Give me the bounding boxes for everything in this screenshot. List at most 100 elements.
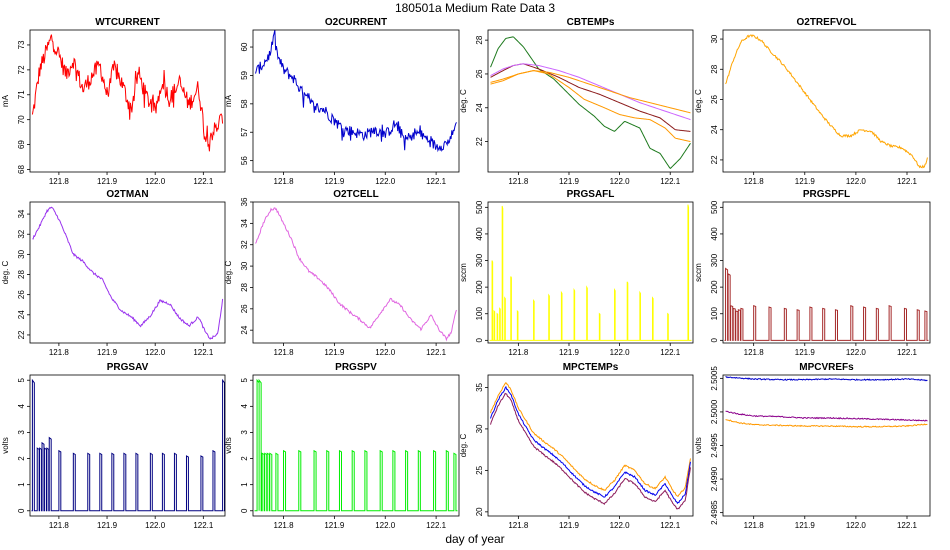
panel-prgspfl: PRGSPFL sccm 0 100 200 300 400 500 121.8 121.9 122… xyxy=(694,189,931,357)
data-line xyxy=(490,70,691,143)
y-tick-label: 68 xyxy=(17,165,26,174)
y-tick-label: 34 xyxy=(240,218,249,227)
data-line xyxy=(725,376,928,382)
y-tick-label: 35 xyxy=(475,382,484,391)
plot-frame xyxy=(252,29,460,173)
series-o2tcell xyxy=(255,207,457,342)
x-tick-label: 121.8 xyxy=(508,521,529,530)
y-tick-label: 60 xyxy=(240,42,249,51)
y-tick-label: 2 xyxy=(17,456,26,461)
x-tick-label: 122.0 xyxy=(846,348,867,357)
y-tick-label: 0 xyxy=(475,338,484,343)
y-tick-label: 20 xyxy=(475,507,484,516)
panel-o2tcell: O2TCELL deg. C 24 26 28 30 32 34 36 121.8 121.9 122… xyxy=(224,189,460,357)
x-tick-label: 121.8 xyxy=(49,348,70,357)
x-tick-label: 121.9 xyxy=(559,177,580,186)
series-prgsav xyxy=(31,378,226,512)
x-tick-label: 122.0 xyxy=(610,348,631,357)
y-tick-label: 30 xyxy=(710,34,719,43)
x-tick-label: 122.0 xyxy=(145,177,166,186)
x-tick-label: 121.9 xyxy=(324,177,345,186)
x-tick-label: 122.0 xyxy=(610,521,631,530)
y-tick-label: 5 xyxy=(17,377,26,382)
plot-frame xyxy=(29,201,226,344)
y-tick-label: 0 xyxy=(240,508,249,513)
y-tick-label: 2.5000 xyxy=(710,399,719,424)
data-line xyxy=(490,385,691,505)
y-tick-label: 69 xyxy=(17,140,26,149)
data-line xyxy=(490,63,691,121)
series-prgspfl xyxy=(724,267,929,341)
y-tick-label: 56 xyxy=(240,156,249,165)
y-axis-label: deg. C xyxy=(694,89,703,113)
x-tick-label: 121.9 xyxy=(97,521,118,530)
data-line xyxy=(489,204,692,341)
x-tick-label: 122.1 xyxy=(660,177,681,186)
panel-mpcvrefs: MPCVREFs volts 2.4985 2.4990 2.4995 2.5000 2.5… xyxy=(694,362,931,530)
plot-frame xyxy=(722,201,931,344)
panel-title: O2CURRENT xyxy=(325,17,387,28)
y-tick-label: 24 xyxy=(240,325,249,334)
x-tick-label: 122.0 xyxy=(375,348,396,357)
data-line xyxy=(490,381,691,497)
series-o2tman xyxy=(32,206,224,340)
plot-frame xyxy=(252,374,460,517)
y-tick-label: 2.4995 xyxy=(710,433,719,458)
y-tick-label: 22 xyxy=(17,330,26,339)
x-tick-label: 121.8 xyxy=(508,177,529,186)
series-wtcurrent xyxy=(31,34,224,152)
x-tick-label: 121.9 xyxy=(795,177,816,186)
x-tick-label: 121.9 xyxy=(795,521,816,530)
x-tick-label: 122.1 xyxy=(193,348,214,357)
y-tick-label: 34 xyxy=(17,209,26,218)
panel-title: O2TMAN xyxy=(106,189,148,200)
data-line xyxy=(31,34,224,152)
x-axis-label: day of year xyxy=(445,532,504,546)
y-tick-label: 30 xyxy=(17,249,26,258)
y-axis-label: deg. C xyxy=(224,260,233,284)
data-line xyxy=(724,267,929,341)
y-tick-label: 24 xyxy=(17,310,26,319)
data-line xyxy=(490,63,691,132)
y-axis-label: volts xyxy=(224,437,233,453)
y-tick-label: 2.5005 xyxy=(710,366,719,391)
y-tick-label: 22 xyxy=(710,155,719,164)
data-line xyxy=(490,36,691,170)
x-tick-label: 121.8 xyxy=(274,348,295,357)
y-tick-label: 200 xyxy=(710,280,719,294)
y-tick-label: 500 xyxy=(710,200,719,214)
y-tick-label: 24 xyxy=(475,103,484,112)
series-cb5 xyxy=(490,70,691,143)
y-tick-label: 3 xyxy=(17,430,26,435)
x-tick-label: 122.1 xyxy=(193,521,214,530)
y-tick-label: 100 xyxy=(710,307,719,321)
y-tick-label: 26 xyxy=(710,94,719,103)
y-tick-label: 25 xyxy=(475,465,484,474)
panel-title: WTCURRENT xyxy=(95,17,159,28)
plot-frame xyxy=(29,29,226,173)
y-axis-label: deg. C xyxy=(459,433,468,457)
x-tick-label: 121.9 xyxy=(97,348,118,357)
y-tick-label: 2 xyxy=(240,456,249,461)
x-tick-label: 122.1 xyxy=(897,177,918,186)
data-line xyxy=(254,378,458,512)
x-tick-label: 121.9 xyxy=(795,348,816,357)
y-tick-label: 28 xyxy=(17,270,26,279)
data-line xyxy=(31,378,226,512)
y-tick-label: 26 xyxy=(475,69,484,78)
x-tick-label: 121.8 xyxy=(49,177,70,186)
y-tick-label: 36 xyxy=(240,197,249,206)
series-vref2 xyxy=(725,410,928,422)
series-prgspv xyxy=(254,378,458,512)
y-tick-label: 30 xyxy=(475,424,484,433)
panel-prgsafl: PRGSAFL sccm 0 100 200 300 400 500 121.8 121.9 122… xyxy=(459,189,694,357)
y-tick-label: 72 xyxy=(17,65,26,74)
y-tick-label: 3 xyxy=(240,430,249,435)
y-tick-label: 22 xyxy=(475,137,484,146)
x-tick-label: 122.1 xyxy=(660,521,681,530)
x-tick-label: 121.8 xyxy=(744,348,765,357)
y-axis-label: volts xyxy=(694,437,703,453)
y-axis-label: deg. C xyxy=(459,89,468,113)
panel-title: CBTEMPs xyxy=(567,17,615,28)
